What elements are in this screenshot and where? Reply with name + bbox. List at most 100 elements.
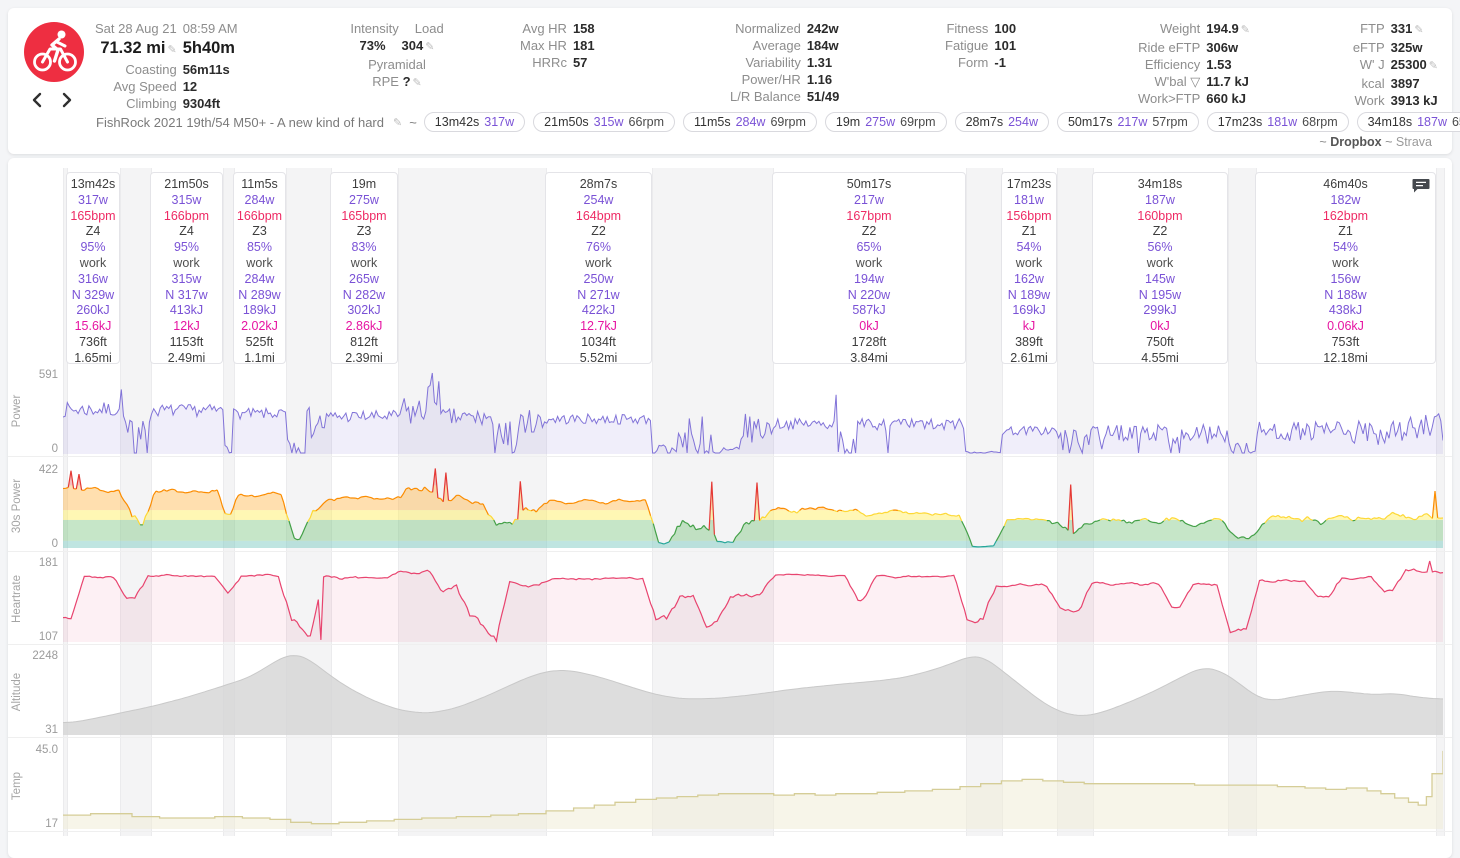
- interval-chip[interactable]: 13m42s 317w: [423, 112, 526, 132]
- stat-row: Ride eFTP 306w: [1138, 39, 1250, 56]
- interval-wkj: 12kJ: [173, 319, 200, 334]
- strava-link[interactable]: Strava: [1395, 135, 1432, 149]
- interval-ft: 750ft: [1146, 334, 1174, 349]
- stat-group-summary: Sat 28 Aug 21 08:59 AM 71.32 mi ✎ 5h40m Coast…: [95, 20, 238, 112]
- interval-avg: 316w: [78, 271, 108, 286]
- interval-zone: Z2: [1152, 224, 1168, 239]
- power-30s-chart-plot[interactable]: [63, 465, 1443, 551]
- interval-avg: 156w: [1330, 271, 1361, 286]
- interval-wkj: 0.06kJ: [1327, 319, 1364, 334]
- interval-card[interactable]: 13m42s 317w 165bpm Z4 95% work 316w N 329w 260kJ…: [66, 172, 120, 364]
- chip-power: 181w: [1267, 115, 1298, 129]
- interval-np: N 220w: [847, 287, 891, 302]
- stat-value: 331 ✎: [1390, 21, 1424, 36]
- interval-wkj: 15.6kJ: [74, 319, 112, 334]
- interval-card[interactable]: 46m40s 182w 162bpm Z1 54% work 156w N 188w 438kJ…: [1255, 172, 1436, 364]
- interval-card[interactable]: 34m18s 187w 160bpm Z2 56% work 145w N 195w 299kJ…: [1092, 172, 1228, 364]
- stat-row: Avg Speed 12: [95, 78, 238, 95]
- edit-pencil-icon[interactable]: ✎: [167, 44, 177, 56]
- interval-bpm: 166bpm: [163, 208, 210, 223]
- power-chart-plot[interactable]: [63, 370, 1443, 456]
- interval-label: work: [79, 255, 107, 270]
- interval-pct: 54%: [1016, 240, 1042, 255]
- chip-time: 21m50s: [544, 115, 589, 129]
- stat-value: 3913 kJ: [1390, 93, 1438, 108]
- edit-pencil-icon[interactable]: ✎: [1414, 24, 1424, 36]
- interval-label: work: [246, 255, 273, 270]
- stat-label: 71.32 mi ✎: [100, 39, 177, 57]
- interval-chip[interactable]: 19m 275w 69rpm: [824, 112, 947, 132]
- interval-card[interactable]: 19m 275w 165bpm Z3 83% work 265w N 282w 302kJ 2.8…: [330, 172, 398, 364]
- stat-group-power: Normalized 242w Average 184w Variability 1.31…: [730, 20, 839, 105]
- interval-mi: 4.55mi: [1141, 350, 1179, 364]
- interval-watts: 317w: [78, 192, 108, 207]
- interval-chip[interactable]: 28m7s 254w: [954, 112, 1049, 132]
- interval-chip[interactable]: 34m18s 187w 65rpm: [1356, 112, 1460, 132]
- interval-chip[interactable]: 50m17s 217w 57rpm: [1056, 112, 1199, 132]
- interval-watts: 181w: [1014, 192, 1044, 207]
- interval-chip[interactable]: 17m23s 181w 68rpm: [1206, 112, 1349, 132]
- stat-value: 101: [994, 38, 1017, 53]
- interval-label: work: [173, 255, 200, 270]
- stat-row: Work>FTP 660 kJ: [1138, 90, 1250, 107]
- interval-time: 46m40s: [1323, 177, 1368, 191]
- stat-row: Sat 28 Aug 21 08:59 AM: [95, 20, 238, 37]
- interval-card[interactable]: 11m5s 284w 166bpm Z3 85% work 284w N 289w 189kJ 2…: [233, 172, 286, 364]
- temp-chart-plot[interactable]: [63, 745, 1443, 831]
- interval-time: 34m18s: [1137, 177, 1183, 191]
- load-value: 304: [401, 38, 424, 53]
- interval-card[interactable]: 21m50s 315w 166bpm Z4 95% work 315w N 317w 413kJ…: [150, 172, 223, 364]
- edit-pencil-icon[interactable]: ✎: [1240, 24, 1251, 36]
- interval-chip[interactable]: 21m50s 315w 66rpm: [533, 112, 675, 132]
- power-chart: Power 591 0: [8, 369, 1452, 457]
- stat-value: 56m11s: [182, 62, 230, 77]
- interval-gap-stripe: [63, 168, 68, 836]
- edit-pencil-icon[interactable]: ✎: [1428, 60, 1438, 72]
- stat-label: eFTP: [1352, 40, 1385, 55]
- stat-value: 3897: [1390, 76, 1420, 91]
- stat-label: W' J: [1359, 57, 1385, 72]
- chip-time: 17m23s: [1217, 115, 1263, 129]
- altitude-chart-plot[interactable]: [63, 651, 1443, 737]
- axis-title: Heartrate: [11, 575, 23, 623]
- rpe-value: ?: [402, 74, 411, 89]
- interval-card[interactable]: 50m17s 217w 167bpm Z2 65% work 194w N 220w 587kJ…: [772, 172, 966, 364]
- stat-label: Power/HR: [741, 72, 801, 87]
- chip-power: 217w: [1117, 115, 1148, 129]
- interval-time: 13m42s: [70, 177, 116, 191]
- comment-icon[interactable]: [1412, 178, 1430, 194]
- stat-value: 1.53: [1206, 57, 1232, 72]
- stat-row: Fatigue 101: [945, 37, 1016, 54]
- activity-title[interactable]: FishRock 2021 19th/54 M50+ - A new kind …: [96, 114, 384, 130]
- axis-title: Temp: [11, 771, 23, 801]
- load-label: Load: [414, 21, 444, 36]
- stat-row: L/R Balance 51/49: [730, 88, 839, 105]
- axis-max-label: 45.0: [35, 744, 58, 756]
- edit-pencil-icon[interactable]: ✎: [392, 116, 403, 129]
- interval-bpm: 165bpm: [341, 208, 387, 223]
- interval-card[interactable]: 28m7s 254w 164bpm Z2 76% work 250w N 271w 422kJ 1…: [545, 172, 652, 364]
- cycling-icon[interactable]: [24, 22, 84, 82]
- activity-header: Sat 28 Aug 21 08:59 AM 71.32 mi ✎ 5h40m Coast…: [8, 8, 1460, 154]
- chip-power: 275w: [865, 115, 896, 129]
- dropbox-link[interactable]: Dropbox: [1330, 135, 1382, 149]
- stat-row: Fitness 100: [945, 20, 1016, 37]
- interval-label: work: [855, 255, 883, 270]
- interval-bpm: 162bpm: [1322, 208, 1369, 223]
- interval-bpm: 156bpm: [1006, 208, 1052, 223]
- stat-label: Variability: [745, 55, 801, 70]
- heartrate-chart-plot[interactable]: [63, 558, 1443, 644]
- chip-rpm: 57rpm: [1152, 115, 1188, 129]
- prev-activity-button[interactable]: [30, 92, 44, 108]
- interval-wkj: 0kJ: [1150, 319, 1170, 334]
- next-activity-button[interactable]: [60, 92, 74, 108]
- chip-time: 28m7s: [965, 115, 1004, 129]
- interval-bpm: 167bpm: [846, 208, 892, 223]
- interval-time: 21m50s: [164, 177, 209, 191]
- interval-card[interactable]: 17m23s 181w 156bpm Z1 54% work 162w N 189w 169kJ…: [1001, 172, 1057, 364]
- edit-pencil-icon[interactable]: ✎: [425, 41, 435, 53]
- interval-pct: 95%: [80, 240, 106, 255]
- interval-mi: 2.61mi: [1010, 350, 1048, 364]
- edit-pencil-icon[interactable]: ✎: [412, 77, 422, 89]
- interval-chip[interactable]: 11m5s 284w 69rpm: [682, 112, 817, 132]
